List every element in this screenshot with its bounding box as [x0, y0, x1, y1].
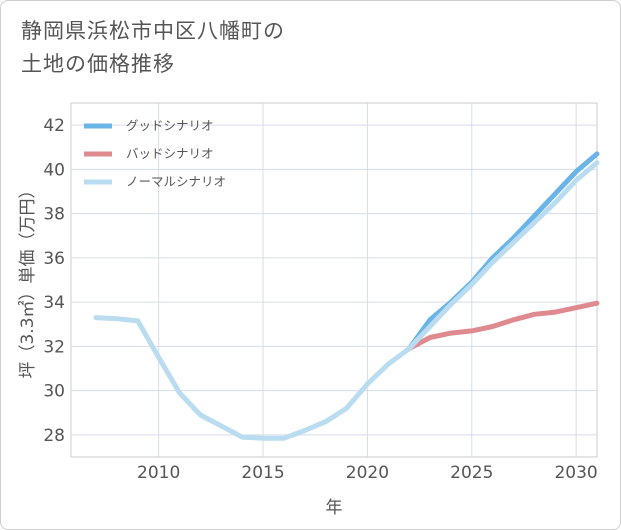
chart-title-line1: 静岡県浜松市中区八幡町の: [21, 19, 285, 43]
bad-scenario-line: [406, 300, 600, 352]
chart-title-line2: 土地の価格推移: [21, 52, 175, 76]
y-tick-label: 32: [43, 337, 65, 357]
legend-label-bad: バッドシナリオ: [126, 146, 214, 161]
series-lines: [93, 151, 600, 441]
y-axis-ticks: 28 30 32 34 36 38 40 42: [43, 116, 65, 446]
x-tick-label: 2025: [450, 463, 493, 483]
good-scenario-line: [406, 151, 600, 352]
x-tick-label: 2020: [346, 463, 389, 483]
y-tick-label: 30: [43, 382, 65, 402]
x-tick-label: 2030: [554, 463, 597, 483]
chart-title: 静岡県浜松市中区八幡町の 土地の価格推移: [21, 15, 285, 81]
legend-label-normal: ノーマルシナリオ: [126, 174, 226, 189]
y-tick-label: 40: [43, 160, 65, 180]
x-axis-label: 年: [326, 498, 343, 518]
y-tick-label: 38: [43, 205, 65, 225]
legend: グッドシナリオ バッドシナリオ ノーマルシナリオ: [84, 118, 226, 189]
y-axis-label: 坪（3.3㎡）単価（万円）: [18, 181, 38, 378]
y-tick-label: 28: [43, 426, 65, 446]
x-axis-ticks: 2010 2015 2020 2025 2030: [137, 463, 598, 483]
x-tick-label: 2015: [241, 463, 284, 483]
x-tick-label: 2010: [137, 463, 180, 483]
normal-scenario-line: [93, 160, 600, 441]
y-tick-label: 34: [43, 293, 65, 313]
y-tick-label: 36: [43, 249, 65, 269]
legend-label-good: グッドシナリオ: [126, 118, 214, 133]
y-tick-label: 42: [43, 116, 65, 136]
